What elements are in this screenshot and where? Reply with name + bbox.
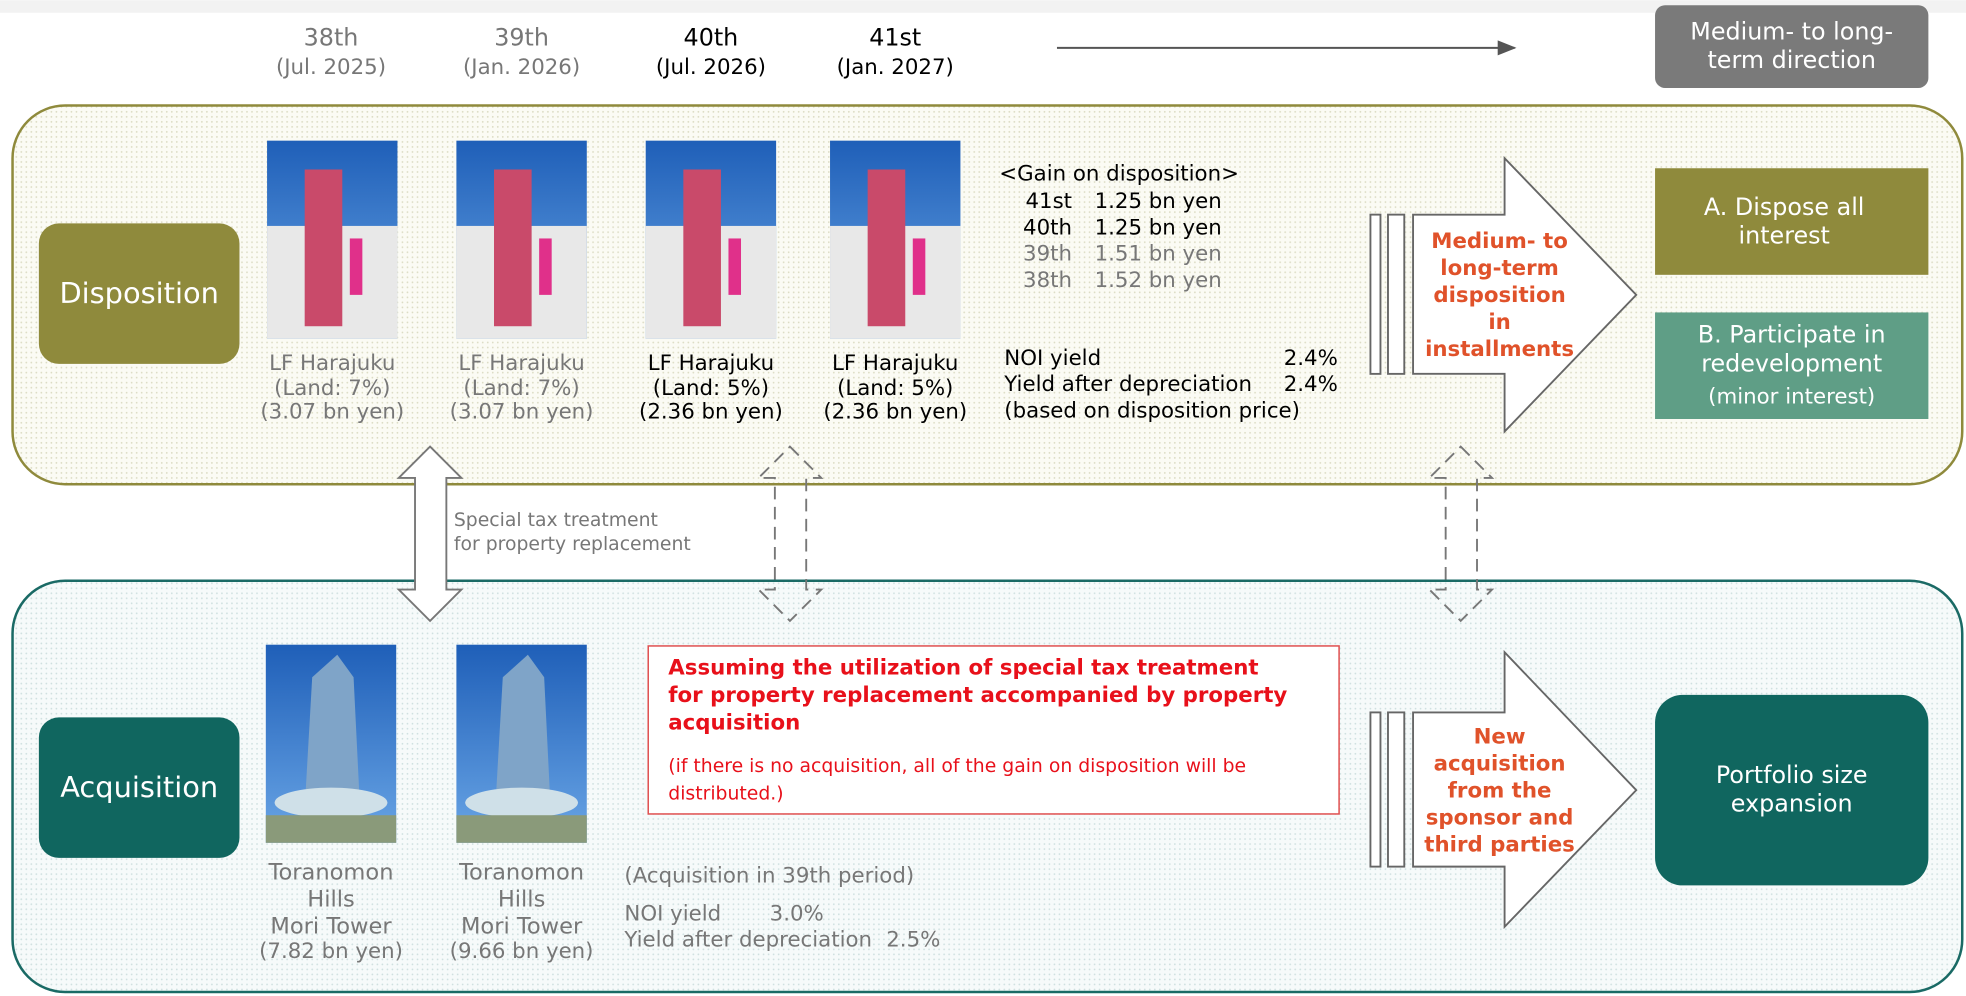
property-name: Mori Tower	[270, 913, 392, 939]
period-label: 41st	[869, 24, 921, 52]
property-price: (2.36 bn yen)	[823, 400, 967, 425]
photo-sign	[913, 238, 926, 294]
property-price: (7.82 bn yen)	[259, 939, 403, 964]
gain-period: 38th	[1023, 268, 1072, 293]
period-note: (Acquisition in 39th period)	[624, 864, 914, 889]
direction-header: term direction	[1707, 46, 1875, 74]
option-a: interest	[1739, 222, 1830, 250]
photo-tower	[494, 169, 532, 326]
gain-period: 39th	[1023, 242, 1072, 267]
photo-ground	[456, 815, 586, 843]
yield-value: 2.4%	[1284, 372, 1338, 397]
gain-amount: 1.25 bn yen	[1095, 215, 1222, 240]
photo-ground	[266, 815, 396, 843]
gain-amount: 1.52 bn yen	[1095, 268, 1222, 293]
photo-canopy	[465, 788, 578, 818]
property-name: LF Harajuku	[832, 351, 958, 376]
assumption: Assuming the utilization of special tax …	[668, 656, 1258, 681]
tax-note: Special tax treatment	[454, 510, 658, 531]
period-date: (Jan. 2027)	[837, 55, 954, 80]
result: expansion	[1731, 790, 1853, 818]
property-price: (3.07 bn yen)	[260, 400, 404, 425]
yield-value: 2.5%	[886, 928, 940, 953]
arrow-text: disposition	[1433, 283, 1565, 308]
gain-period: 41st	[1025, 189, 1072, 214]
arrow-text: in	[1488, 310, 1510, 335]
period-label: 40th	[684, 24, 739, 52]
yield-value: 2.4%	[1284, 346, 1338, 371]
property-name: LF Harajuku	[269, 351, 395, 376]
yield-name: NOI yield	[624, 901, 721, 926]
photo-tower	[305, 169, 343, 326]
property-name: Hills	[307, 886, 354, 912]
property-name: Mori Tower	[461, 913, 583, 939]
option-b: redevelopment	[1701, 350, 1882, 378]
arrow-text: third parties	[1424, 832, 1575, 857]
gain-header: <Gain on disposition>	[999, 162, 1239, 187]
property-share: (Land: 5%)	[653, 376, 769, 401]
option-a: A. Dispose all	[1704, 193, 1865, 221]
result: Portfolio size	[1716, 761, 1868, 789]
period-label: 39th	[494, 24, 549, 52]
diagram: 38th (Jul. 2025) 39th (Jan. 2026) 40th (Jul. …	[0, 0, 1966, 996]
yield-note: (based on disposition price)	[1004, 398, 1300, 423]
property-share: (Land: 5%)	[837, 376, 953, 401]
arrow-text: New	[1474, 724, 1526, 749]
arrow-text: sponsor and	[1426, 805, 1574, 830]
property-name: LF Harajuku	[458, 351, 584, 376]
period-date: (Jul. 2026)	[656, 55, 766, 80]
photo-sign	[728, 238, 741, 294]
solid-double-arrow	[399, 447, 462, 621]
property-price: (2.36 bn yen)	[639, 400, 783, 425]
arrow-text: Medium- to	[1431, 229, 1568, 254]
period-label: 38th	[304, 24, 359, 52]
photo-sign	[350, 238, 363, 294]
yield-name: Yield after depreciation	[1003, 372, 1252, 397]
direction-header: Medium- to long-	[1690, 17, 1893, 45]
tax-note: for property replacement	[454, 534, 691, 555]
property-name: Hills	[498, 886, 546, 912]
property-name: LF Harajuku	[648, 351, 774, 376]
assumption-note: (if there is no acquisition, all of the …	[668, 756, 1246, 777]
yield-value: 3.0%	[770, 901, 824, 926]
assumption: acquisition	[668, 711, 800, 736]
property-share: (Land: 7%)	[463, 376, 579, 401]
photo-tower	[683, 169, 721, 326]
arrow-text: acquisition	[1434, 751, 1566, 776]
disposition-label: Disposition	[59, 276, 218, 310]
period-date: (Jan. 2026)	[463, 55, 580, 80]
gain-period: 40th	[1023, 215, 1072, 240]
arrow-text: from the	[1448, 778, 1552, 803]
property-share: (Land: 7%)	[274, 376, 390, 401]
yield-name: Yield after depreciation	[623, 928, 872, 953]
option-b: B. Participate in	[1698, 321, 1886, 349]
property-name: Toranomon	[458, 859, 584, 885]
photo-sign	[539, 238, 552, 294]
property-name: Toranomon	[268, 859, 394, 885]
gain-amount: 1.25 bn yen	[1095, 189, 1222, 214]
photo-tower	[868, 169, 906, 326]
photo-canopy	[275, 788, 388, 818]
period-date: (Jul. 2025)	[276, 55, 386, 80]
option-b-note: (minor interest)	[1708, 385, 1875, 410]
property-price: (9.66 bn yen)	[450, 939, 594, 964]
arrow-text: long-term	[1440, 256, 1559, 281]
acquisition-label: Acquisition	[60, 770, 218, 804]
assumption-note: distributed.)	[668, 783, 783, 804]
yield-name: NOI yield	[1004, 346, 1101, 371]
property-price: (3.07 bn yen)	[450, 400, 594, 425]
assumption: for property replacement accompanied by …	[668, 683, 1287, 708]
gain-amount: 1.51 bn yen	[1095, 242, 1222, 267]
arrow-text: installments	[1425, 337, 1574, 362]
